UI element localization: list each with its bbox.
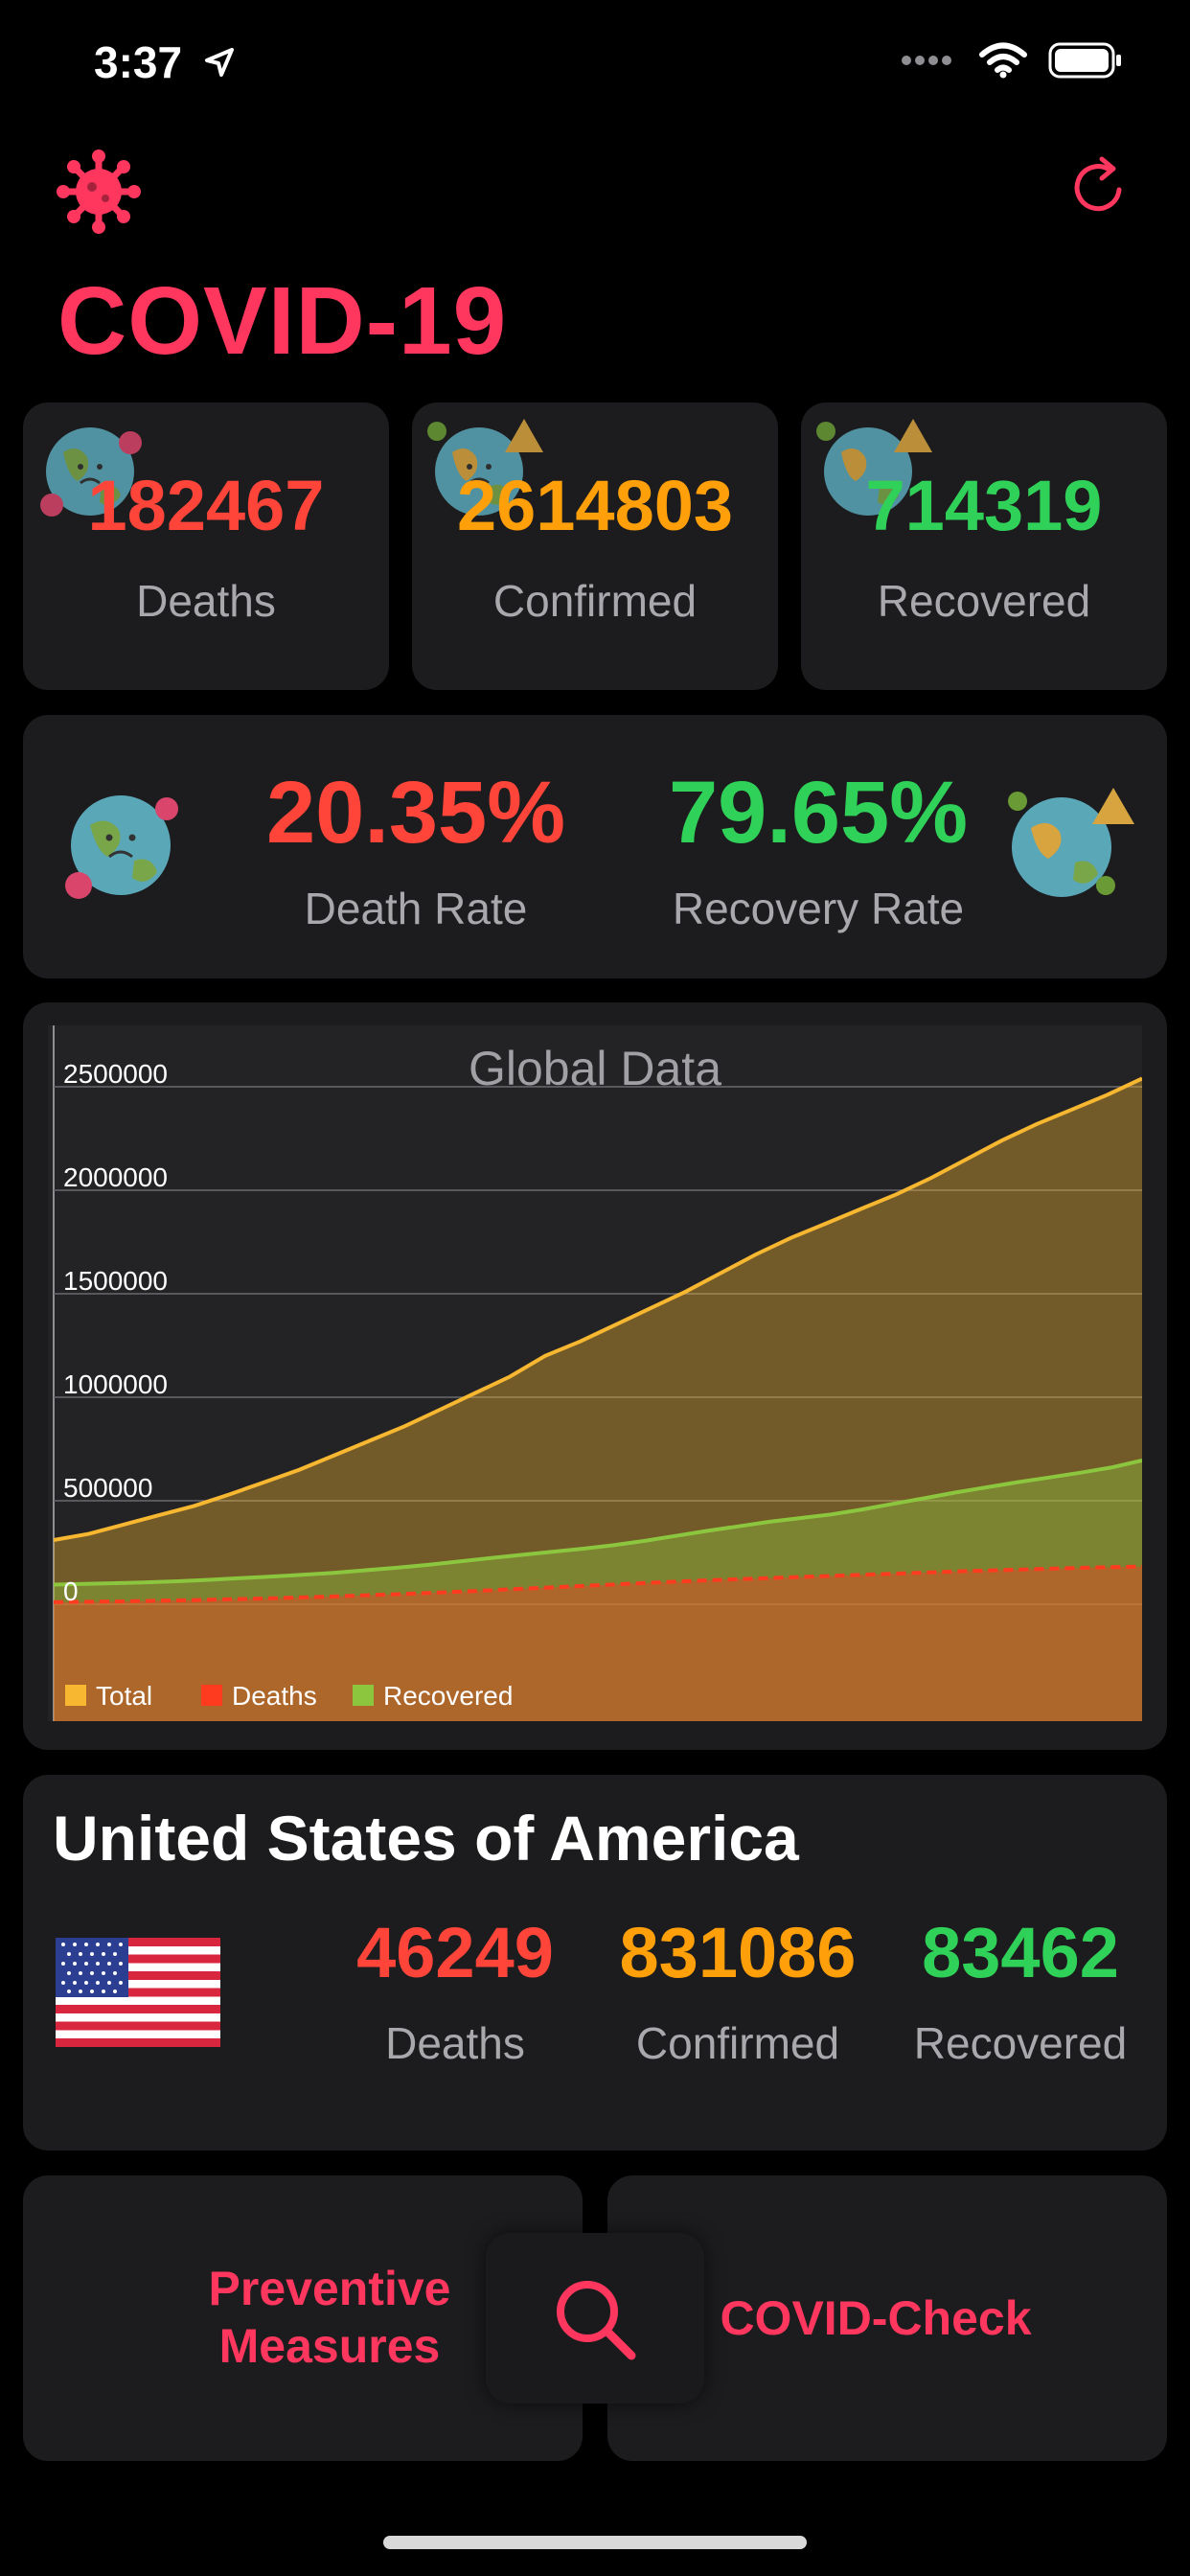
page-title: COVID-19 <box>57 267 508 375</box>
y-tick-label: 1000000 <box>63 1369 168 1399</box>
death-rate-label: Death Rate <box>304 884 528 933</box>
battery-icon <box>1048 42 1121 79</box>
preventive-line1: Preventive <box>208 2262 451 2315</box>
legend-swatch-total <box>65 1685 86 1706</box>
country-recovered-label: Recovered <box>913 2018 1128 2068</box>
location-arrow-icon <box>205 48 234 77</box>
rates-card: 20.35% Death Rate 79.65% Recovery Rate <box>23 715 1167 978</box>
series-area-recovered <box>54 1460 1142 1721</box>
legend-label-deaths: Deaths <box>232 1681 317 1711</box>
series-line-total <box>53 1076 1142 1542</box>
warning-globe-icon <box>427 419 543 516</box>
country-recovered-value: 83462 <box>922 1913 1119 1992</box>
legend-swatch-deaths <box>201 1685 222 1706</box>
us-flag-icon <box>56 1938 220 2047</box>
deaths-value: 182467 <box>87 466 325 545</box>
preventive-line2: Measures <box>218 2319 441 2373</box>
warning-globe-icon <box>816 419 932 516</box>
search-button[interactable] <box>486 2233 704 2404</box>
y-tick-label: 500000 <box>63 1473 152 1503</box>
status-icons <box>901 42 1123 79</box>
global-data-chart: 2500000 2000000 1500000 1000000 500000 0 Glob… <box>48 1025 1142 1721</box>
deaths-card[interactable]: 182467 Deaths <box>23 402 389 690</box>
preventive-measures-label: Preventive Measures <box>138 2260 521 2375</box>
recovered-label: Recovered <box>877 576 1091 626</box>
confirmed-value: 2614803 <box>456 466 734 545</box>
series-area-deaths <box>54 1566 1142 1721</box>
legend-label-total: Total <box>96 1681 152 1711</box>
sad-globe-icon <box>40 427 142 517</box>
home-indicator[interactable] <box>383 2536 807 2549</box>
recovery-rate-label: Recovery Rate <box>672 884 965 933</box>
sad-globe-icon <box>65 795 178 899</box>
deaths-label: Deaths <box>136 576 276 626</box>
recovered-card[interactable]: 714319 Recovered <box>801 402 1167 690</box>
covid-check-label: COVID-Check <box>720 2291 1032 2345</box>
country-name: United States of America <box>53 1803 799 1874</box>
series-line-deaths <box>53 1564 1142 1604</box>
y-tick-label: 1500000 <box>63 1266 168 1296</box>
status-time: 3:37 <box>94 37 183 87</box>
virus-icon <box>57 150 141 234</box>
confirmed-card[interactable]: 2614803 Confirmed <box>412 402 778 690</box>
chart-title: Global Data <box>469 1042 721 1095</box>
confirmed-label: Confirmed <box>492 576 698 626</box>
series-area-total <box>54 1078 1142 1721</box>
country-confirmed-label: Confirmed <box>635 2018 840 2068</box>
refresh-icon[interactable] <box>1065 153 1133 220</box>
cellular-signal-icon <box>902 56 951 65</box>
search-icon <box>557 2281 636 2360</box>
country-deaths-value: 46249 <box>356 1913 554 1992</box>
series-line-recovered <box>53 1458 1142 1587</box>
y-tick-label: 2000000 <box>63 1162 168 1192</box>
recovered-value: 714319 <box>865 466 1103 545</box>
legend-label-recovered: Recovered <box>383 1681 513 1711</box>
death-rate-value: 20.35% <box>265 764 566 862</box>
y-tick-label: 2500000 <box>63 1059 168 1089</box>
global-chart-card: 2500000 2000000 1500000 1000000 500000 0 Glob… <box>23 1002 1167 1750</box>
country-deaths-label: Deaths <box>385 2018 525 2068</box>
warning-globe-icon <box>1008 788 1134 897</box>
chart-plot-background <box>48 1025 1142 1721</box>
legend-swatch-recovered <box>353 1685 374 1706</box>
country-confirmed-value: 831086 <box>619 1913 857 1992</box>
wifi-icon <box>979 42 1027 79</box>
y-tick-label: 0 <box>63 1576 79 1606</box>
recovery-rate-value: 79.65% <box>668 764 969 862</box>
